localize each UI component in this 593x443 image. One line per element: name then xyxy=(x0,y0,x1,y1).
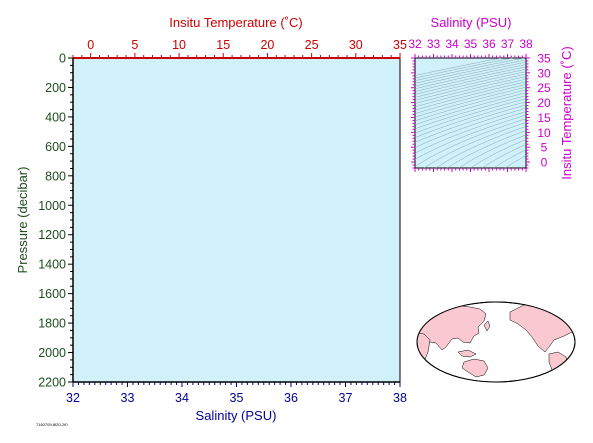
density-contour-line xyxy=(415,86,526,118)
temperature-tick-label: 25 xyxy=(305,38,319,52)
pressure-tick-label: 400 xyxy=(45,110,66,124)
salinity-tick-label: 33 xyxy=(121,391,135,405)
density-contour-line xyxy=(415,92,526,126)
greenland-island xyxy=(565,303,575,314)
pressure-tick-label: 1600 xyxy=(38,287,66,301)
density-contours xyxy=(415,58,526,168)
pressure-tick-label: 2000 xyxy=(38,346,66,360)
pressure-tick-label: 1400 xyxy=(38,258,66,272)
pressure-axis-ticks: 0 200 400 600 800 1000 1200 1400 1600 1800 2000 220… xyxy=(38,52,73,390)
density-contour-line xyxy=(482,144,526,168)
salinity-tick-label: 32 xyxy=(66,391,80,405)
density-contour-line xyxy=(424,122,526,168)
density-contour-line xyxy=(435,126,526,168)
ts-salinity-tick-label: 33 xyxy=(427,37,441,51)
density-contour-line xyxy=(415,73,526,101)
density-contour-line xyxy=(415,58,525,81)
pressure-tick-label: 1800 xyxy=(38,317,66,331)
density-contour-line xyxy=(415,59,526,84)
ts-salinity-tick-label: 36 xyxy=(482,37,496,51)
density-contour-line xyxy=(415,84,526,114)
ts-salinity-tick-label: 38 xyxy=(519,37,533,51)
temperature-axis-title: Insitu Temperature (˚C) xyxy=(169,15,302,30)
ts-salinity-axis-title: Salinity (PSU) xyxy=(431,15,512,30)
temperature-axis-ticks: 0 5 10 15 20 25 30 35 xyxy=(72,38,407,58)
pressure-tick-label: 1000 xyxy=(38,199,66,213)
temperature-tick-label: 30 xyxy=(349,38,363,52)
density-contour-line xyxy=(415,61,526,87)
ts-salinity-tick-label: 35 xyxy=(464,37,478,51)
profile-plot-area xyxy=(72,57,401,383)
density-contour-line xyxy=(415,107,526,148)
density-contour-line xyxy=(447,130,526,168)
temperature-tick-label: 10 xyxy=(172,38,186,52)
density-contour-line xyxy=(415,111,526,154)
ts-salinity-tick-label: 37 xyxy=(501,37,515,51)
temperature-tick-label: 5 xyxy=(131,38,138,52)
salinity-tick-label: 36 xyxy=(284,391,298,405)
pressure-tick-label: 2200 xyxy=(38,376,66,390)
ts-salinity-tick-label: 32 xyxy=(408,37,422,51)
density-contour-line xyxy=(415,98,526,134)
density-contour-line xyxy=(415,101,526,138)
density-contour-line xyxy=(415,89,526,122)
ts-salinity-axis-ticks: 32 33 34 35 36 37 38 xyxy=(408,37,533,172)
ts-temperature-tick-label: 25 xyxy=(537,81,551,95)
density-contour-line xyxy=(470,139,526,168)
pressure-tick-label: 1200 xyxy=(38,228,66,242)
ts-temperature-tick-label: 20 xyxy=(537,96,551,110)
ts-temperature-tick-label: 5 xyxy=(541,141,548,155)
salinity-axis-title: Salinity (PSU) xyxy=(196,408,277,423)
density-contour-line xyxy=(458,134,526,168)
ts-salinity-tick-label: 34 xyxy=(445,37,459,51)
density-contour-line xyxy=(415,68,526,95)
australia-landmass xyxy=(461,358,489,378)
indonesia-islands xyxy=(457,349,477,358)
density-contour-line xyxy=(415,58,513,79)
world-map xyxy=(416,301,576,383)
pressure-tick-label: 600 xyxy=(45,140,66,154)
density-contour-line xyxy=(415,71,526,98)
salinity-tick-label: 38 xyxy=(393,391,407,405)
ts-temperature-tick-label: 0 xyxy=(541,156,548,170)
pressure-axis-title: Pressure (decibar) xyxy=(15,167,30,274)
map-outline xyxy=(416,301,576,383)
japan-island xyxy=(483,320,491,332)
ts-temperature-tick-label: 35 xyxy=(537,52,551,66)
ts-temperature-tick-label: 15 xyxy=(537,111,551,125)
south-america-landmass xyxy=(548,351,568,379)
ts-temperature-axis-title: Insitu Temperature (˚C) xyxy=(559,46,574,179)
density-contour-line xyxy=(415,114,526,160)
pressure-tick-label: 200 xyxy=(45,81,66,95)
pressure-tick-label: 0 xyxy=(59,52,66,66)
temperature-tick-label: 20 xyxy=(260,38,274,52)
footer-code: 7160709-8f20-2f0 xyxy=(36,422,68,427)
density-contour-line xyxy=(415,118,526,167)
salinity-tick-label: 37 xyxy=(339,391,353,405)
salinity-tick-label: 34 xyxy=(175,391,189,405)
temperature-tick-label: 0 xyxy=(87,38,94,52)
ts-temperature-tick-label: 30 xyxy=(537,66,551,80)
density-contour-line xyxy=(415,95,526,130)
pressure-tick-label: 800 xyxy=(45,169,66,183)
profile-panel: 0200400600800100012001400160018002000220… xyxy=(15,15,407,423)
salinity-tick-label: 35 xyxy=(230,391,244,405)
density-contour-line xyxy=(415,64,526,90)
temperature-tick-label: 35 xyxy=(393,38,407,52)
density-contour-line xyxy=(415,104,526,143)
salinity-axis-ticks: 32 33 34 35 36 37 38 xyxy=(66,382,407,405)
density-contour-line xyxy=(415,66,526,92)
ts-temperature-tick-label: 10 xyxy=(537,126,551,140)
temperature-tick-label: 15 xyxy=(216,38,230,52)
